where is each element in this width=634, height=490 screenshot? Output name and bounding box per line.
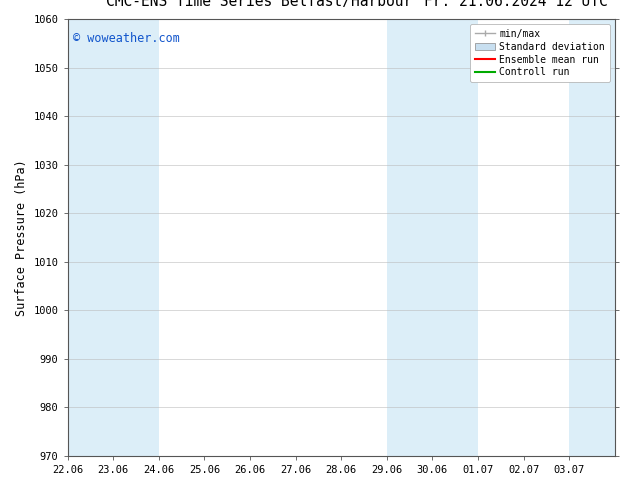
Bar [569,19,615,456]
Y-axis label: Surface Pressure (hPa): Surface Pressure (hPa) [15,159,28,316]
Text: Fr. 21.06.2024 12 UTC: Fr. 21.06.2024 12 UTC [424,0,608,9]
Legend: min/max, Standard deviation, Ensemble mean run, Controll run: min/max, Standard deviation, Ensemble me… [470,24,610,82]
Text: © woweather.com: © woweather.com [73,32,180,45]
Text: CMC-ENS Time Series Belfast/Harbour: CMC-ENS Time Series Belfast/Harbour [106,0,412,9]
Bar [387,19,478,456]
Bar [68,19,158,456]
